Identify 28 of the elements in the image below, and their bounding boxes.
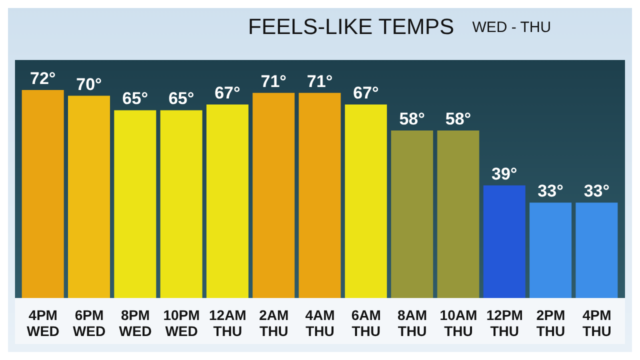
x-tick-label: 2AM THU	[259, 307, 289, 339]
data-label: 67°	[353, 83, 379, 102]
x-tick-label: 12AM THU	[209, 307, 246, 339]
x-tick-label: 4AM THU	[305, 307, 335, 339]
x-tick-label: 12PM THU	[486, 307, 523, 339]
data-label: 58°	[445, 109, 472, 128]
data-label: 39°	[492, 164, 518, 184]
data-label: 72°	[30, 69, 56, 88]
data-label: 58°	[399, 109, 426, 128]
chart-title: FEELS-LIKE TEMPS	[248, 14, 454, 40]
x-tick-label: 4PM WED	[26, 307, 60, 339]
data-label: 71°	[306, 72, 333, 91]
x-tick-label: 6PM WED	[72, 307, 106, 339]
x-tick-label: 6AM THU	[351, 307, 381, 339]
x-tick-label: 10PM WED	[163, 307, 200, 339]
chart-subtitle: WED - THU	[472, 18, 552, 36]
x-tick-label: 8AM THU	[398, 307, 428, 339]
data-label: 71°	[260, 72, 287, 91]
data-label: 67°	[214, 83, 241, 102]
data-label: 70°	[76, 74, 102, 94]
data-label: 65°	[122, 89, 148, 108]
x-tick-label: 4PM THU	[582, 307, 612, 339]
data-label: 33°	[584, 182, 610, 201]
x-tick-label: 10AM THU	[440, 307, 478, 339]
x-tick-label: 8PM WED	[119, 307, 152, 339]
data-label: 33°	[538, 182, 564, 201]
x-tick-label: 2PM THU	[536, 307, 566, 339]
data-label: 65°	[168, 89, 194, 108]
